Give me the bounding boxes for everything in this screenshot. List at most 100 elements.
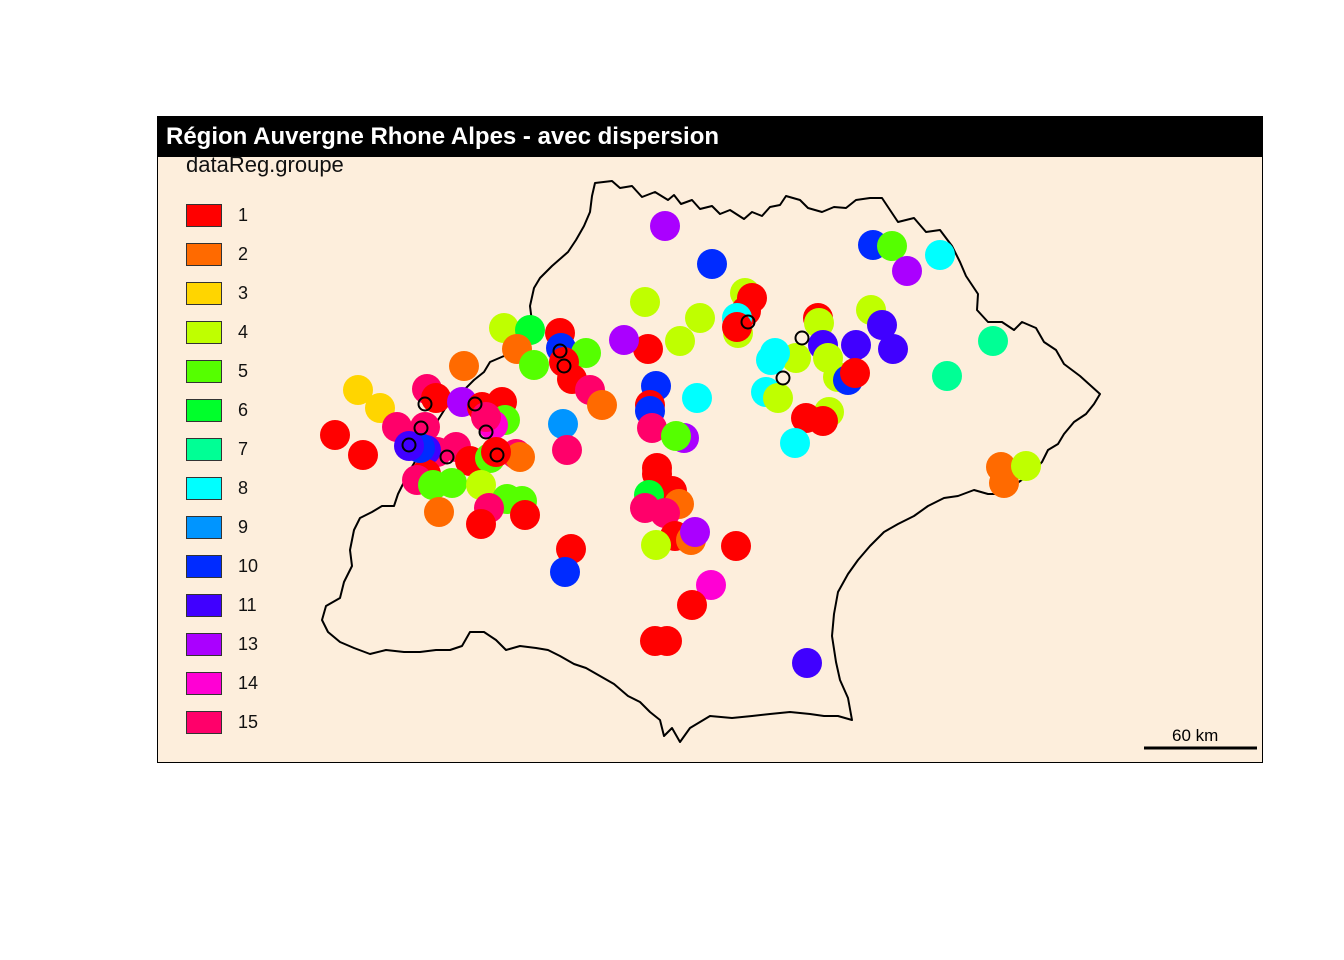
point-marker	[320, 420, 350, 450]
point-marker	[680, 517, 710, 547]
legend-swatch	[186, 633, 222, 656]
map-title: Région Auvergne Rhone Alpes - avec dispe…	[157, 116, 1263, 157]
point-marker	[697, 249, 727, 279]
dispersion-ring	[775, 370, 791, 386]
point-marker	[722, 312, 752, 342]
dispersion-ring	[794, 330, 810, 346]
point-marker	[696, 570, 726, 600]
dispersion-markers	[401, 314, 810, 465]
legend-swatch	[186, 672, 222, 695]
legend-label: 10	[238, 556, 259, 576]
point-marker	[677, 590, 707, 620]
point-marker	[394, 431, 424, 461]
point-marker	[989, 468, 1019, 498]
point-marker	[808, 406, 838, 436]
point-marker	[1011, 451, 1041, 481]
legend-swatch	[186, 438, 222, 461]
point-marker	[630, 287, 660, 317]
point-marker	[978, 326, 1008, 356]
scale-bar-label: 60 km	[1172, 726, 1219, 745]
point-marker	[641, 530, 671, 560]
legend-label: 5	[238, 361, 249, 381]
point-marker	[550, 557, 580, 587]
dispersion-ring	[556, 358, 572, 374]
legend-label: 7	[238, 439, 249, 459]
point-marker	[650, 211, 680, 241]
point-marker	[437, 468, 467, 498]
legend-label: 8	[238, 478, 249, 498]
point-marker	[652, 626, 682, 656]
legend-swatch	[186, 555, 222, 578]
point-marker	[348, 440, 378, 470]
point-marker	[505, 442, 535, 472]
point-marker	[792, 648, 822, 678]
legend-label: 4	[238, 322, 249, 342]
point-marker	[682, 383, 712, 413]
point-marker	[481, 437, 511, 467]
point-marker	[466, 470, 496, 500]
point-marker	[421, 383, 451, 413]
point-marker	[840, 358, 870, 388]
legend-swatch	[186, 399, 222, 422]
legend-label: 3	[238, 283, 249, 303]
point-marker	[780, 428, 810, 458]
dispersion-ring	[467, 396, 483, 412]
point-marker	[548, 409, 578, 439]
legend-label: 2	[238, 244, 249, 264]
dispersion-ring	[417, 396, 433, 412]
legend-swatch	[186, 321, 222, 344]
point-marker	[661, 421, 691, 451]
point-marker	[633, 334, 663, 364]
point-marker	[650, 498, 680, 528]
point-marker	[609, 325, 639, 355]
dispersion-ring	[401, 437, 417, 453]
dispersion-ring	[413, 420, 429, 436]
point-marker	[763, 383, 793, 413]
point-marker	[449, 351, 479, 381]
point-marker	[932, 361, 962, 391]
legend-swatch	[186, 594, 222, 617]
legend-swatch	[186, 282, 222, 305]
point-marker	[892, 256, 922, 286]
legend-label: 6	[238, 400, 249, 420]
point-marker	[587, 390, 617, 420]
point-marker	[471, 402, 501, 432]
point-marker	[552, 435, 582, 465]
legend-label: 13	[238, 634, 259, 654]
point-marker	[878, 334, 908, 364]
legend-swatch	[186, 243, 222, 266]
legend-label: 15	[238, 712, 259, 732]
point-marker	[756, 345, 786, 375]
point-marker	[556, 534, 586, 564]
point-marker	[466, 509, 496, 539]
dispersion-ring	[489, 447, 505, 463]
legend-swatch	[186, 204, 222, 227]
legend-label: 11	[238, 595, 257, 615]
legend-label: 14	[238, 673, 259, 693]
point-marker	[343, 375, 373, 405]
legend-label: 9	[238, 517, 249, 537]
point-marker	[665, 326, 695, 356]
legend-swatch	[186, 477, 222, 500]
point-marker	[925, 240, 955, 270]
dispersion-ring	[478, 424, 494, 440]
region-outline	[321, 180, 1101, 743]
point-marker	[685, 303, 715, 333]
point-marker	[877, 231, 907, 261]
point-marker	[637, 413, 667, 443]
legend-swatch	[186, 516, 222, 539]
point-marker	[424, 497, 454, 527]
legend-swatch	[186, 711, 222, 734]
dispersion-ring	[552, 343, 568, 359]
points-layer	[320, 211, 1041, 678]
point-marker	[841, 330, 871, 360]
point-marker	[721, 531, 751, 561]
point-marker	[510, 500, 540, 530]
point-marker	[867, 310, 897, 340]
legend-title: dataReg.groupe	[186, 152, 344, 177]
legend-swatch	[186, 360, 222, 383]
legend-label: 1	[238, 205, 249, 225]
dispersion-ring	[439, 449, 455, 465]
dispersion-ring	[740, 314, 756, 330]
